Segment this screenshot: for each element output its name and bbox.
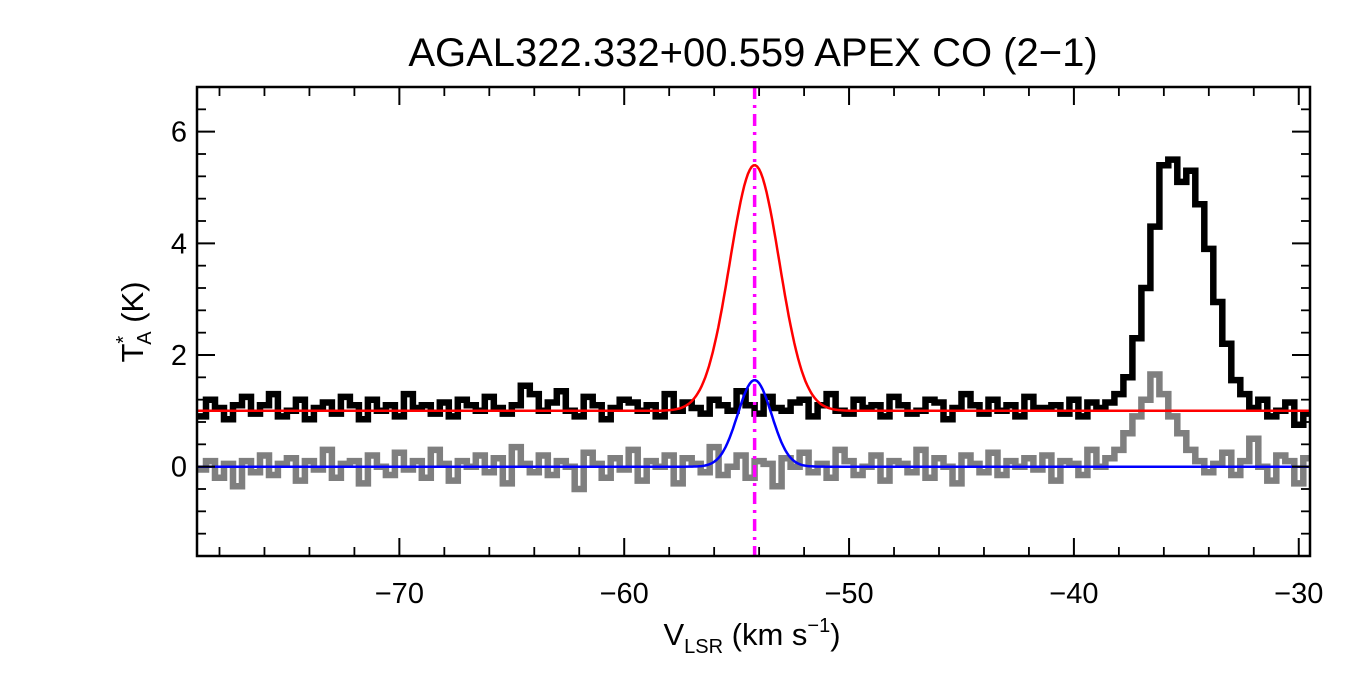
plot-frame xyxy=(195,85,1312,558)
x-axis-label-subscript: LSR xyxy=(684,636,723,658)
y-tick-label: 2 xyxy=(171,340,187,372)
x-tick-label: −50 xyxy=(824,578,873,610)
y-axis-label-main: T xyxy=(115,344,150,363)
plot-area xyxy=(197,87,1310,556)
chart-title: AGAL322.332+00.559 APEX CO (2−1) xyxy=(408,31,1097,75)
x-axis-label: VLSR (km s−1) xyxy=(663,615,840,658)
y-axis-label-superscript: * xyxy=(113,336,135,344)
x-tick-label: −70 xyxy=(375,578,424,610)
y-axis-label-units: (K) xyxy=(115,281,150,331)
x-axis-label-main: V xyxy=(663,617,684,652)
y-tick-label: 6 xyxy=(171,117,187,149)
y-axis-label: T*A (K) xyxy=(113,281,156,362)
y-tick-label: 4 xyxy=(171,228,187,260)
blue-gaussian-fit-curve xyxy=(197,378,1310,468)
observed-spectrum-line xyxy=(197,156,1310,429)
axis-ticks xyxy=(197,86,1310,557)
y-tick-label: 0 xyxy=(171,452,187,484)
residual-spectrum-line xyxy=(197,371,1310,493)
x-tick-label: −60 xyxy=(600,578,649,610)
x-tick-label: −40 xyxy=(1049,578,1098,610)
x-axis-label-units: (km s xyxy=(723,617,807,652)
axis-tick-labels: −70 −60 −50 −40 −30 0 2 4 6 xyxy=(171,117,1323,610)
y-axis-label-subscript: A xyxy=(134,331,156,345)
x-tick-label: −30 xyxy=(1274,578,1323,610)
x-axis-label-units-exponent: −1 xyxy=(807,615,830,637)
red-gaussian-fit-curve xyxy=(197,164,1310,413)
x-axis-label-units-close: ) xyxy=(830,617,840,652)
